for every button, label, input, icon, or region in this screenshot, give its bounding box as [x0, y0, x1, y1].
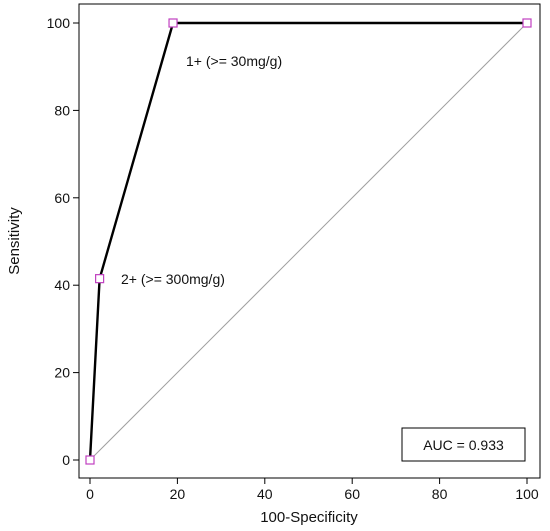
roc-markers: [85, 18, 532, 465]
annotation-2plus: 2+ (>= 300mg/g): [121, 271, 225, 287]
auc-label: AUC = 0.933: [423, 437, 504, 453]
x-tick-label: 60: [344, 486, 360, 502]
y-tick-label: 0: [62, 452, 70, 468]
roc-series: [88, 21, 527, 461]
x-tick-label: 0: [86, 486, 94, 502]
x-tick-label: 40: [257, 486, 273, 502]
y-tick-label: 100: [47, 15, 71, 31]
x-tick-label: 100: [515, 486, 539, 502]
x-axis-title: 100-Specificity: [260, 509, 358, 526]
roc-point-marker: [95, 274, 105, 284]
annotation-1plus: 1+ (>= 30mg/g): [186, 53, 282, 69]
roc-point-marker: [85, 455, 95, 465]
y-tick-label: 80: [54, 102, 70, 118]
roc-curve-line: [88, 21, 527, 461]
reference-diagonal: [89, 22, 528, 461]
axis-ticks: 0 20 40 60 80 100 0 20 40 60 80 100: [47, 15, 539, 502]
plot-frame: [78, 3, 541, 479]
y-tick-label: 60: [54, 190, 70, 206]
y-tick-label: 20: [54, 365, 70, 381]
roc-point-marker: [522, 18, 532, 28]
auc-box: [401, 427, 526, 462]
x-tick-label: 80: [432, 486, 448, 502]
y-axis-title: Sensitivity: [6, 207, 23, 275]
y-tick-label: 40: [54, 277, 70, 293]
x-tick-label: 20: [170, 486, 186, 502]
diagonal-line: [89, 22, 528, 461]
roc-point-marker: [168, 18, 178, 28]
